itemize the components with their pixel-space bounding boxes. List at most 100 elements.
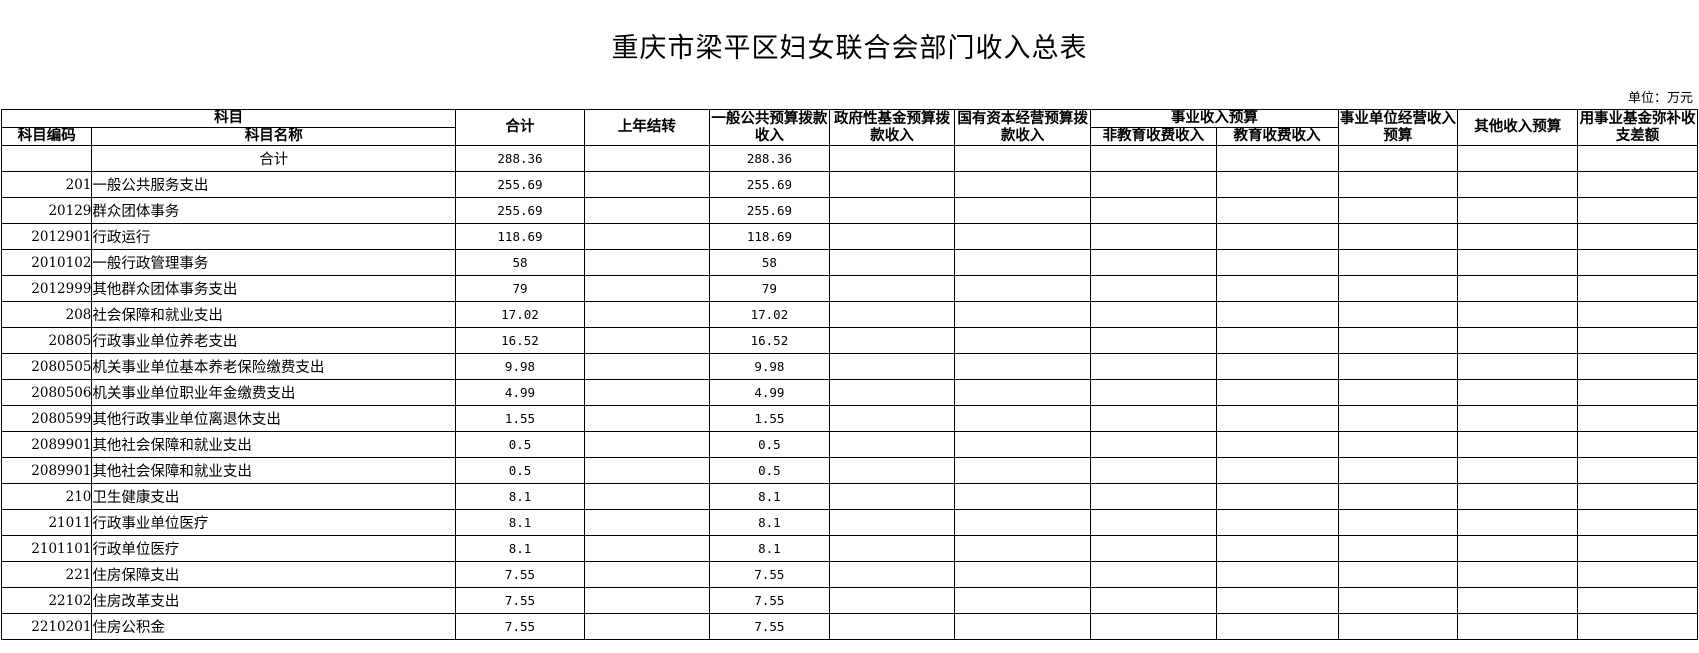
cell-state-capital-budget — [954, 587, 1092, 615]
cell-subject-code: 20129 — [0, 197, 93, 225]
cell-state-capital-budget — [954, 483, 1092, 511]
budget-income-table: 科目 合计 上年结转 一般公共预算拨款收入 政府性基金预算拨款收入 国有资本经营… — [0, 108, 1698, 641]
cell-other-income — [1457, 561, 1579, 589]
cell-other-income — [1457, 275, 1579, 303]
header-gov-fund-budget: 政府性基金预算拨款收入 — [828, 108, 956, 147]
cell-carryover — [583, 197, 711, 225]
cell-other-income — [1457, 405, 1579, 433]
cell-gov-fund-budget — [828, 587, 956, 615]
cell-general-public-budget: 4.99 — [709, 379, 830, 407]
cell-fund-offset — [1577, 483, 1698, 511]
cell-non-edu-fee — [1090, 327, 1217, 355]
cell-fund-offset — [1577, 587, 1698, 615]
cell-non-edu-fee — [1090, 509, 1217, 537]
cell-fund-offset — [1577, 535, 1698, 563]
cell-total: 8.1 — [455, 483, 585, 511]
table-row: 2010102 一般行政管理事务 58 58 — [0, 249, 1698, 277]
cell-edu-fee — [1215, 353, 1339, 381]
cell-total: 8.1 — [455, 509, 585, 537]
table-row: 2089901 其他社会保障和就业支出 0.5 0.5 — [0, 457, 1698, 485]
header-row-top: 科目 合计 上年结转 一般公共预算拨款收入 政府性基金预算拨款收入 国有资本经营… — [0, 108, 1698, 147]
cell-gov-fund-budget — [828, 145, 956, 173]
cell-gov-fund-budget — [828, 613, 956, 641]
cell-gov-fund-budget — [828, 249, 956, 277]
cell-edu-fee — [1215, 405, 1339, 433]
cell-edu-fee — [1215, 561, 1339, 589]
header-carryover: 上年结转 — [583, 108, 711, 147]
cell-total: 58 — [455, 249, 585, 277]
cell-gov-fund-budget — [828, 405, 956, 433]
cell-general-public-budget: 7.55 — [709, 613, 830, 641]
cell-total: 16.52 — [455, 327, 585, 355]
table-row: 合计 288.36 288.36 — [0, 145, 1698, 173]
table-row: 20805 行政事业单位养老支出 16.52 16.52 — [0, 327, 1698, 355]
cell-subject-name: 其他社会保障和就业支出 — [91, 457, 457, 485]
cell-total: 8.1 — [455, 535, 585, 563]
cell-subject-name: 合计 — [91, 145, 457, 173]
cell-other-income — [1457, 327, 1579, 355]
cell-general-public-budget: 1.55 — [709, 405, 830, 433]
cell-carryover — [583, 327, 711, 355]
cell-business-unit-operating — [1337, 431, 1459, 459]
cell-state-capital-budget — [954, 171, 1092, 199]
cell-non-edu-fee — [1090, 613, 1217, 641]
cell-other-income — [1457, 353, 1579, 381]
cell-business-unit-operating — [1337, 223, 1459, 251]
cell-business-unit-operating — [1337, 509, 1459, 537]
cell-gov-fund-budget — [828, 197, 956, 225]
cell-carryover — [583, 457, 711, 485]
cell-state-capital-budget — [954, 613, 1092, 641]
cell-general-public-budget: 9.98 — [709, 353, 830, 381]
cell-subject-name: 机关事业单位基本养老保险缴费支出 — [91, 353, 457, 381]
cell-state-capital-budget — [954, 405, 1092, 433]
cell-state-capital-budget — [954, 301, 1092, 329]
cell-non-edu-fee — [1090, 379, 1217, 407]
cell-carryover — [583, 561, 711, 589]
cell-total: 7.55 — [455, 561, 585, 589]
cell-business-unit-operating — [1337, 353, 1459, 381]
cell-edu-fee — [1215, 613, 1339, 641]
cell-general-public-budget: 255.69 — [709, 171, 830, 199]
cell-total: 255.69 — [455, 197, 585, 225]
cell-carryover — [583, 431, 711, 459]
cell-other-income — [1457, 613, 1579, 641]
cell-carryover — [583, 223, 711, 251]
cell-non-edu-fee — [1090, 353, 1217, 381]
cell-fund-offset — [1577, 561, 1698, 589]
cell-business-unit-operating — [1337, 613, 1459, 641]
cell-other-income — [1457, 249, 1579, 277]
header-general-public-budget: 一般公共预算拨款收入 — [709, 108, 830, 147]
cell-business-unit-operating — [1337, 405, 1459, 433]
cell-state-capital-budget — [954, 379, 1092, 407]
cell-subject-code: 21011 — [0, 509, 93, 537]
cell-edu-fee — [1215, 275, 1339, 303]
cell-carryover — [583, 145, 711, 173]
cell-other-income — [1457, 145, 1579, 173]
cell-state-capital-budget — [954, 353, 1092, 381]
table-header: 科目 合计 上年结转 一般公共预算拨款收入 政府性基金预算拨款收入 国有资本经营… — [0, 108, 1698, 147]
page-title: 重庆市梁平区妇女联合会部门收入总表 — [611, 33, 1088, 64]
cell-fund-offset — [1577, 171, 1698, 199]
cell-business-unit-operating — [1337, 327, 1459, 355]
cell-non-edu-fee — [1090, 171, 1217, 199]
cell-non-edu-fee — [1090, 223, 1217, 251]
cell-edu-fee — [1215, 379, 1339, 407]
cell-subject-name: 一般行政管理事务 — [91, 249, 457, 277]
cell-gov-fund-budget — [828, 171, 956, 199]
cell-edu-fee — [1215, 483, 1339, 511]
cell-non-edu-fee — [1090, 301, 1217, 329]
cell-carryover — [583, 509, 711, 537]
cell-other-income — [1457, 587, 1579, 615]
header-row-bottom: 科目编码 科目名称 非教育收费收入 教育收费收入 — [0, 127, 1698, 147]
cell-fund-offset — [1577, 275, 1698, 303]
cell-non-edu-fee — [1090, 405, 1217, 433]
cell-non-edu-fee — [1090, 197, 1217, 225]
cell-total: 118.69 — [455, 223, 585, 251]
table-row: 2012999 其他群众团体事务支出 79 79 — [0, 275, 1698, 303]
cell-gov-fund-budget — [828, 561, 956, 589]
cell-fund-offset — [1577, 431, 1698, 459]
header-state-capital-budget: 国有资本经营预算拨款收入 — [954, 108, 1092, 147]
cell-carryover — [583, 483, 711, 511]
cell-subject-name: 其他群众团体事务支出 — [91, 275, 457, 303]
